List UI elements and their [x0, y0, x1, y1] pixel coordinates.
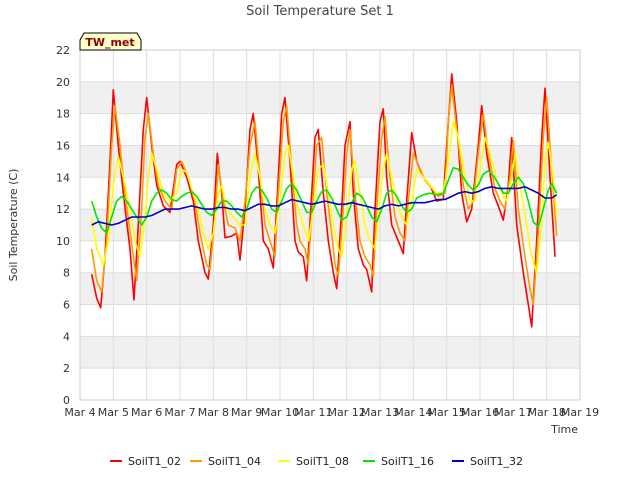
station-badge: TW_met	[79, 32, 142, 51]
y-tick-label: 18	[56, 108, 70, 121]
y-tick-label: 0	[63, 394, 70, 407]
x-tick-label: Mar 11	[294, 406, 332, 419]
legend-label: SoilT1_04	[208, 455, 261, 468]
series-line-soilt1-32	[91, 186, 558, 226]
x-axis-label: Time	[550, 423, 578, 436]
y-tick-label: 6	[63, 299, 70, 312]
x-tick-label: Mar 14	[394, 406, 432, 419]
legend-label: SoilT1_08	[296, 455, 349, 468]
x-tick-label: Mar 18	[528, 406, 566, 419]
background-band	[80, 336, 580, 369]
series-lines	[90, 73, 558, 328]
x-tick-label: Mar 4	[64, 406, 95, 419]
x-tick-label: Mar 15	[428, 406, 466, 419]
x-tick-label: Mar 16	[461, 406, 499, 419]
y-tick-label: 12	[56, 203, 70, 216]
legend-label: SoilT1_02	[128, 455, 181, 468]
x-tick-label: Mar 9	[231, 406, 262, 419]
background-band	[80, 272, 580, 305]
x-tick-label: Mar 6	[131, 406, 162, 419]
y-tick-label: 2	[63, 362, 70, 375]
x-tick-label: Mar 19	[561, 406, 599, 419]
y-tick-label: 10	[56, 235, 70, 248]
y-tick-label: 8	[63, 267, 70, 280]
station-label: TW_met	[85, 36, 134, 49]
x-tick-label: Mar 7	[164, 406, 195, 419]
y-tick-label: 20	[56, 76, 70, 89]
plot-border	[79, 49, 581, 401]
x-tick-label: Mar 17	[494, 406, 532, 419]
y-tick-label: 22	[56, 44, 70, 57]
series-line-soilt1-02	[90, 73, 556, 328]
x-tick-label: Mar 13	[361, 406, 399, 419]
y-axis-label: Soil Temperature (C)	[7, 169, 20, 282]
x-tick-label: Mar 12	[328, 406, 366, 419]
series-line-soilt1-16	[90, 166, 558, 234]
x-tick-label: Mar 8	[198, 406, 229, 419]
background-band	[80, 81, 580, 114]
background-bands	[80, 81, 580, 369]
background-band	[80, 145, 580, 178]
y-tick-label: 16	[56, 139, 70, 152]
legend-label: SoilT1_32	[470, 455, 523, 468]
station-badge-box	[79, 32, 142, 51]
x-tick-label: Mar 10	[261, 406, 299, 419]
x-tick-label: Mar 5	[98, 406, 129, 419]
y-tick-label: 14	[56, 171, 70, 184]
chart-title: Soil Temperature Set 1	[246, 4, 394, 19]
legend: SoilT1_02 SoilT1_04 SoilT1_08 SoilT1_16 Soil…	[110, 455, 523, 468]
y-tick-label: 4	[63, 330, 70, 343]
y-tick-labels: 0 2 4 6 8 10 12 14 16 18 20 22	[56, 44, 70, 407]
legend-label: SoilT1_16	[381, 455, 434, 468]
